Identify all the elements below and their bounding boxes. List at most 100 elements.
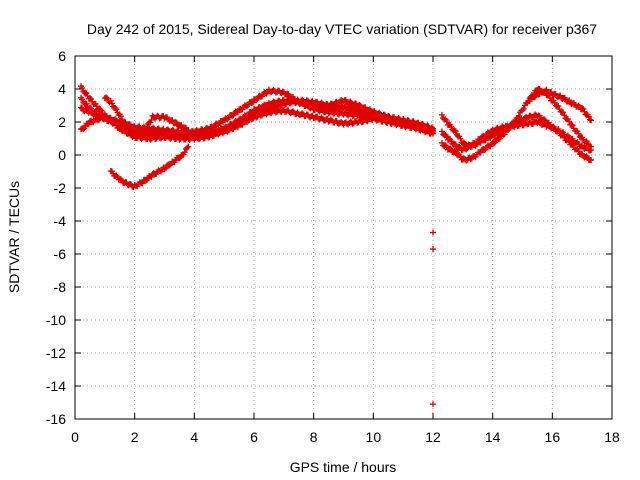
y-tick-label: -12	[46, 345, 66, 361]
y-tick-label: -8	[54, 279, 67, 295]
data-point	[443, 118, 450, 125]
y-tick-label: -2	[54, 180, 67, 196]
data-point	[88, 96, 95, 103]
data-point	[424, 127, 431, 134]
data-point	[456, 143, 463, 150]
data-point	[185, 143, 192, 150]
data-point	[224, 128, 231, 135]
series-arc-6	[107, 143, 192, 191]
y-tick-label: -10	[46, 312, 66, 328]
y-tick-label: 0	[58, 147, 66, 163]
data-point	[86, 95, 93, 102]
data-point	[520, 105, 527, 112]
data-point	[569, 122, 576, 129]
data-point	[126, 126, 133, 133]
x-tick-label: 6	[250, 429, 258, 445]
data-point	[583, 144, 590, 151]
data-points	[77, 83, 595, 408]
data-point	[452, 128, 459, 135]
x-tick-label: 12	[425, 429, 441, 445]
data-point	[299, 110, 306, 117]
data-point	[561, 112, 568, 119]
data-point	[101, 112, 108, 119]
data-point	[108, 100, 115, 107]
data-point	[566, 118, 573, 125]
data-point	[138, 132, 145, 139]
data-point	[139, 180, 146, 187]
data-point	[166, 162, 173, 169]
data-point	[457, 135, 464, 142]
data-point	[430, 401, 436, 408]
data-point	[79, 85, 86, 92]
data-point	[452, 148, 459, 155]
data-point	[579, 105, 586, 112]
series-outliers	[430, 229, 436, 408]
data-point	[176, 155, 183, 162]
data-point	[588, 156, 595, 163]
data-point	[443, 133, 450, 140]
series-arc-9	[438, 118, 595, 154]
x-axis-label: GPS time / hours	[290, 459, 397, 475]
data-point	[234, 109, 241, 116]
x-tick-label: 16	[545, 429, 561, 445]
series-arc-5	[101, 94, 192, 141]
data-point	[143, 124, 150, 131]
x-tick-label: 0	[71, 429, 79, 445]
data-point	[132, 134, 139, 141]
axis-ticks: 0 2 4 6 8 10 12 14 16 18 -16 -14 -12 -10 -8 -6 -4 -2 0 2 4 6	[46, 48, 620, 445]
data-point	[184, 144, 191, 151]
y-axis-label: SDTVAR / TECUs	[6, 181, 22, 293]
data-point	[347, 98, 354, 105]
x-tick-label: 8	[310, 429, 318, 445]
data-point	[588, 147, 595, 154]
data-point	[490, 140, 497, 147]
data-point	[80, 126, 87, 133]
data-point	[104, 95, 111, 102]
data-point	[550, 124, 557, 130]
x-tick-label: 10	[366, 429, 382, 445]
data-point	[580, 105, 587, 112]
data-point	[284, 90, 291, 97]
data-point	[117, 113, 124, 120]
x-tick-label: 4	[190, 429, 198, 445]
data-point	[181, 149, 188, 156]
data-point	[142, 127, 149, 134]
plot-frame	[74, 55, 613, 420]
data-point	[113, 106, 120, 113]
data-point	[162, 165, 169, 172]
x-tick-label: 18	[604, 429, 620, 445]
data-point	[467, 143, 474, 150]
data-point	[103, 94, 110, 101]
data-point	[457, 153, 464, 160]
data-point	[515, 112, 522, 119]
data-point	[585, 113, 592, 120]
y-tick-label: 2	[58, 114, 66, 130]
data-point	[318, 99, 325, 106]
data-point	[557, 92, 564, 99]
y-tick-label: -14	[46, 378, 66, 394]
x-tick-label: 14	[485, 429, 501, 445]
data-point	[112, 104, 119, 111]
data-point	[541, 120, 548, 127]
data-point	[451, 127, 458, 134]
y-tick-label: -4	[54, 213, 67, 229]
data-point	[430, 246, 436, 253]
y-tick-label: 6	[58, 48, 66, 64]
chart-title: Day 242 of 2015, Sidereal Day-to-day VTE…	[87, 21, 597, 37]
data-point	[122, 119, 129, 126]
data-point	[148, 173, 155, 180]
data-point	[161, 166, 168, 173]
data-point	[376, 109, 383, 116]
data-point	[185, 127, 192, 134]
data-point	[575, 148, 582, 155]
y-tick-label: -16	[46, 411, 66, 427]
data-point	[253, 114, 260, 121]
data-point	[215, 131, 222, 138]
data-point	[79, 96, 86, 103]
data-point	[169, 117, 176, 124]
data-point	[428, 129, 435, 136]
data-point	[438, 128, 445, 135]
data-point	[588, 117, 595, 124]
data-point	[125, 124, 132, 131]
